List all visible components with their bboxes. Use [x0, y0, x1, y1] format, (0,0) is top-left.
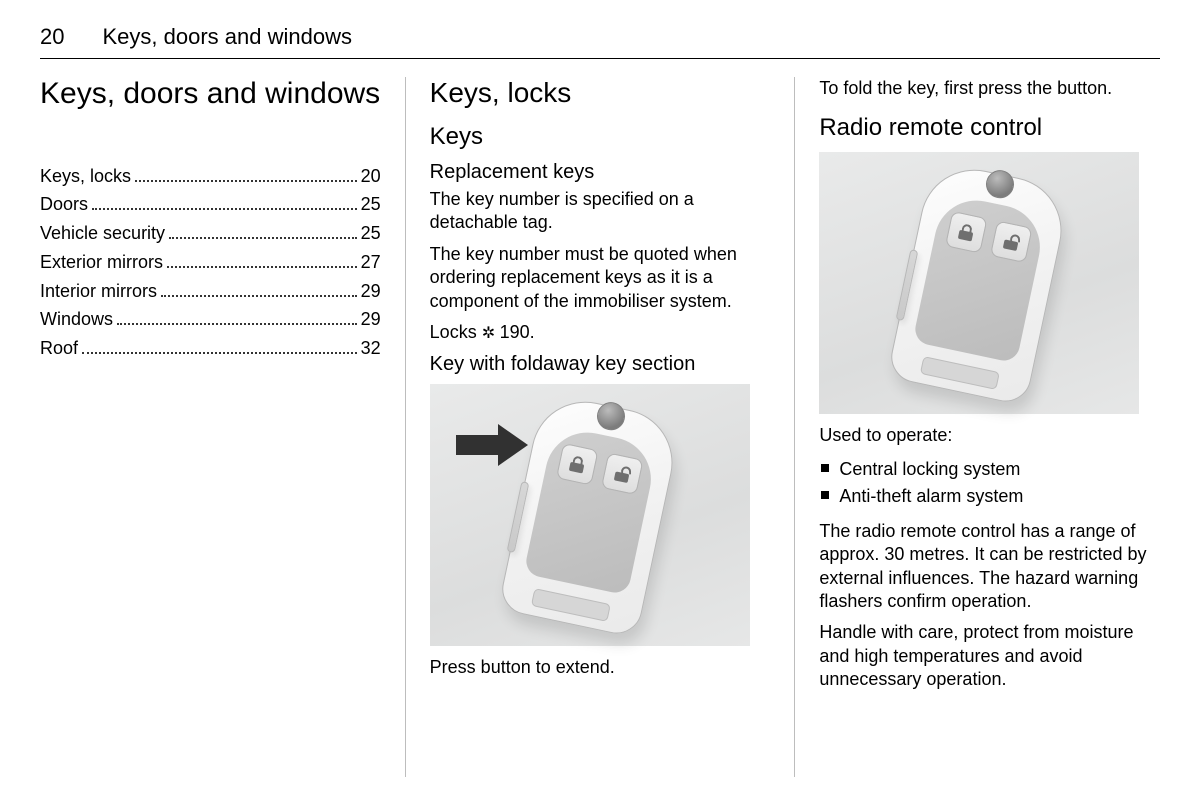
toc-label: Vehicle security	[40, 219, 165, 248]
table-of-contents: Keys, locks 20 Doors 25 Vehicle security…	[40, 162, 381, 364]
toc-leader	[169, 223, 357, 239]
toc-page: 25	[361, 190, 381, 219]
unlock-button-icon	[601, 452, 644, 495]
toc-leader	[82, 338, 357, 354]
content-columns: Keys, doors and windows Keys, locks 20 D…	[40, 77, 1160, 777]
toc-label: Interior mirrors	[40, 277, 157, 306]
heading-replacement-keys: Replacement keys	[430, 161, 771, 184]
toc-item[interactable]: Windows 29	[40, 305, 381, 334]
paragraph: To fold the key, first press the button.	[819, 77, 1160, 100]
paragraph: Handle with care, protect from moisture …	[819, 621, 1160, 691]
figure-caption: Press button to extend.	[430, 656, 771, 679]
heading-radio-remote: Radio remote control	[819, 114, 1160, 142]
list-item: Central locking system	[819, 456, 1160, 483]
toc-item[interactable]: Roof 32	[40, 334, 381, 363]
paragraph: Used to operate:	[819, 424, 1160, 447]
paragraph: The key number is specified on a detacha…	[430, 188, 771, 235]
lock-button-icon	[945, 211, 988, 254]
paragraph: The key number must be quoted when order…	[430, 243, 771, 313]
page-number: 20	[40, 24, 64, 50]
toc-page: 32	[361, 334, 381, 363]
figure-remote-control	[819, 152, 1139, 414]
heading-keys-locks: Keys, locks	[430, 77, 771, 109]
column-3: To fold the key, first press the button.…	[794, 77, 1160, 777]
toc-leader	[167, 252, 357, 268]
lock-button-icon	[556, 443, 599, 486]
toc-item[interactable]: Keys, locks 20	[40, 162, 381, 191]
toc-item[interactable]: Interior mirrors 29	[40, 277, 381, 306]
toc-leader	[161, 281, 357, 297]
toc-label: Exterior mirrors	[40, 248, 163, 277]
figure-key-foldaway	[430, 384, 750, 646]
column-1: Keys, doors and windows Keys, locks 20 D…	[40, 77, 405, 777]
column-2: Keys, locks Keys Replacement keys The ke…	[405, 77, 795, 777]
key-fob-illustration	[887, 160, 1072, 407]
toc-leader	[135, 165, 357, 181]
xref-text: Locks	[430, 322, 482, 342]
list-item: Anti-theft alarm system	[819, 483, 1160, 510]
toc-leader	[92, 194, 357, 210]
toc-item[interactable]: Doors 25	[40, 190, 381, 219]
toc-page: 29	[361, 305, 381, 334]
heading-foldaway-key: Key with foldaway key section	[430, 353, 771, 376]
cross-reference: Locks ✲ 190.	[430, 321, 771, 345]
chapter-title: Keys, doors and windows	[40, 77, 381, 112]
toc-page: 20	[361, 162, 381, 191]
toc-label: Roof	[40, 334, 78, 363]
toc-item[interactable]: Exterior mirrors 27	[40, 248, 381, 277]
bullet-list: Central locking system Anti-theft alarm …	[819, 456, 1160, 510]
toc-label: Windows	[40, 305, 113, 334]
toc-page: 27	[361, 248, 381, 277]
xref-icon: ✲	[482, 325, 500, 342]
toc-label: Keys, locks	[40, 162, 131, 191]
running-title: Keys, doors and windows	[102, 24, 351, 50]
toc-item[interactable]: Vehicle security 25	[40, 219, 381, 248]
heading-keys: Keys	[430, 123, 771, 151]
toc-page: 25	[361, 219, 381, 248]
xref-page: 190.	[500, 322, 535, 342]
toc-leader	[117, 309, 357, 325]
page-header: 20 Keys, doors and windows	[40, 24, 1160, 59]
toc-label: Doors	[40, 190, 88, 219]
paragraph: The radio remote control has a range of …	[819, 520, 1160, 614]
toc-page: 29	[361, 277, 381, 306]
